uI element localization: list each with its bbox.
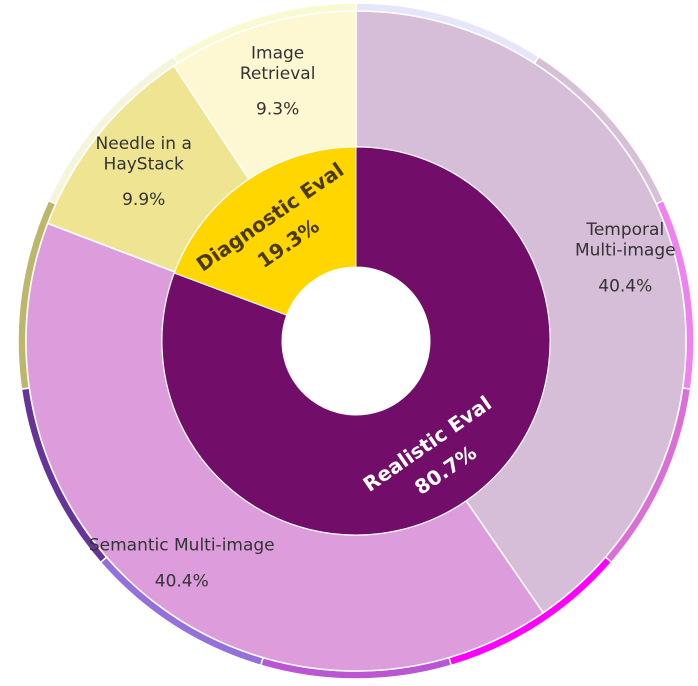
outer-name-line: Semantic Multi-image xyxy=(89,536,275,556)
outer-pct: 9.3% xyxy=(256,100,299,120)
outer-label-image-retrieval: Image Retrieval 9.3% xyxy=(240,44,316,120)
outer-pct: 9.9% xyxy=(122,190,165,210)
outer-label-needle-in-a-haystack: Needle in a HayStack 9.9% xyxy=(96,134,192,210)
outer-label-temporal-multi-image: Temporal Multi-image 40.4% xyxy=(575,220,676,296)
center-hole xyxy=(282,267,430,415)
outer-name-line: Image xyxy=(251,44,304,64)
outer-pct: 40.4% xyxy=(598,276,652,296)
inner-ring xyxy=(161,146,551,536)
outer-name-line: Retrieval xyxy=(240,64,316,84)
outer-name-line: HayStack xyxy=(104,154,184,174)
outer-name-line: Multi-image xyxy=(575,241,676,261)
outer-label-semantic-multi-image: Semantic Multi-image 40.4% xyxy=(89,536,275,592)
outer-ring xyxy=(25,10,687,672)
outer-name-line: Temporal xyxy=(585,220,664,240)
outer-name-line: Needle in a xyxy=(96,134,192,154)
outer-pct: 40.4% xyxy=(155,571,209,591)
